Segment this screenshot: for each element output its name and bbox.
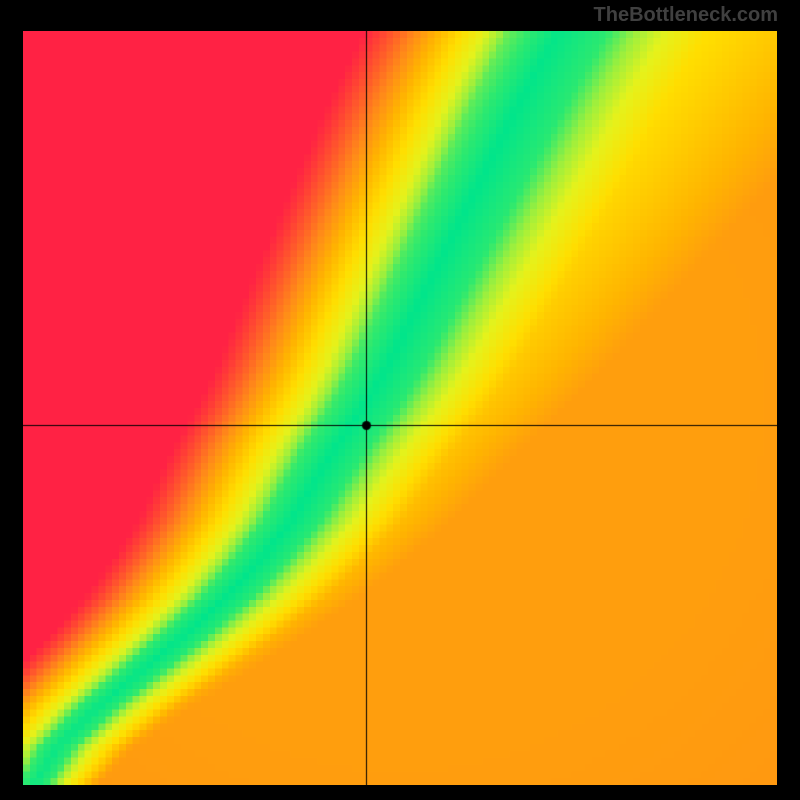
bottleneck-heatmap — [23, 31, 777, 785]
chart-container: TheBottleneck.com — [0, 0, 800, 800]
watermark-text: TheBottleneck.com — [594, 4, 778, 27]
